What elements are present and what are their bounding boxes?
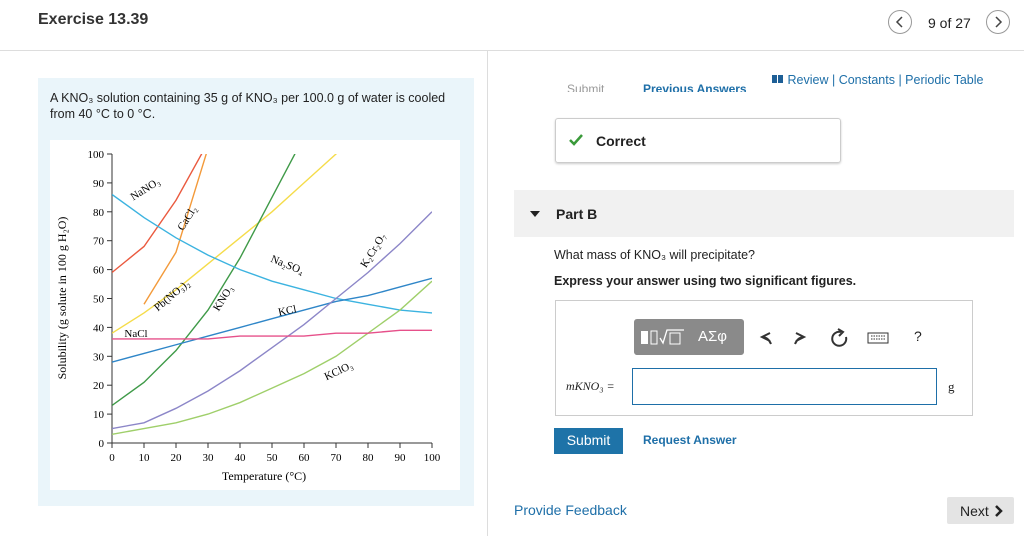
part-header[interactable]: Part B xyxy=(514,190,1014,237)
correct-box: Correct xyxy=(555,118,841,163)
y-tick-label: 30 xyxy=(93,351,105,363)
links: Review | Constants | Periodic Table xyxy=(772,73,983,87)
x-tick-label: 30 xyxy=(203,452,215,464)
toolbar-icons xyxy=(759,328,889,347)
divider xyxy=(0,50,1024,51)
clipped-previous: Previous Answers xyxy=(643,82,747,92)
answer-input[interactable] xyxy=(632,368,937,405)
curve-label: K₂Cr₂O₇ xyxy=(358,231,389,270)
question: What mass of KNO₃ will precipitate? xyxy=(554,248,755,262)
icon xyxy=(995,16,1003,28)
clipped-submit: Submit xyxy=(567,82,605,92)
curve-label: NaNO₃ xyxy=(128,176,162,204)
unit: g xyxy=(948,379,955,394)
answer-box: ΑΣφ ? mKNO₃ = g xyxy=(555,300,973,416)
curve xyxy=(112,193,432,314)
y-tick-label: 90 xyxy=(93,178,105,190)
x-tick-label: 70 xyxy=(331,452,343,464)
curve xyxy=(112,154,203,274)
caret xyxy=(530,211,540,217)
template-icon[interactable] xyxy=(640,328,686,348)
curve xyxy=(112,277,432,363)
greek-button[interactable]: ΑΣφ xyxy=(698,328,728,345)
clipped-row: Submit Previous Answers xyxy=(555,80,855,92)
x-tick-label: 0 xyxy=(109,452,115,464)
y-tick-label: 10 xyxy=(93,409,105,421)
y-tick-label: 70 xyxy=(93,236,105,248)
icon xyxy=(995,505,1003,517)
icon xyxy=(895,16,903,28)
curve xyxy=(112,154,338,334)
icon xyxy=(772,75,783,83)
part-title: Part B xyxy=(556,206,598,222)
curve-label: Na₂SO₄ xyxy=(269,253,306,277)
chart-area: Temperature (°C) Solubility (g solute in… xyxy=(50,140,460,490)
provide-feedback[interactable]: Provide Feedback xyxy=(514,502,627,518)
y-tick-label: 100 xyxy=(88,149,105,161)
y-tick-label: 80 xyxy=(93,207,105,219)
next-button[interactable]: Next xyxy=(947,497,1014,524)
y-tick-label: 40 xyxy=(93,322,105,334)
x-axis-label: Temperature (°C) xyxy=(222,469,306,483)
request-answer[interactable]: Request Answer xyxy=(643,433,737,447)
next-text: Next xyxy=(960,503,989,519)
curve-label: KClO₃ xyxy=(323,359,356,383)
problem-panel: A KNO₃ solution containing 35 g of KNO₃ … xyxy=(38,78,474,506)
curve xyxy=(112,329,432,340)
x-tick-label: 10 xyxy=(139,452,151,464)
link[interactable]: Review xyxy=(787,73,829,87)
correct-text: Correct xyxy=(596,133,646,149)
problem-text: A KNO₃ solution containing 35 g of KNO₃ … xyxy=(50,91,446,121)
y-tick-label: 0 xyxy=(99,438,105,450)
exercise-title: Exercise 13.39 xyxy=(38,11,149,28)
x-tick-label: 90 xyxy=(395,452,407,464)
link[interactable]: Periodic Table xyxy=(905,73,984,87)
next-page-button[interactable] xyxy=(986,10,1010,34)
toolbar-group: ΑΣφ xyxy=(634,319,744,355)
curve xyxy=(112,154,296,406)
input-label: mKNO₃ = xyxy=(566,379,615,393)
curve xyxy=(112,211,432,430)
curve-label: KCl xyxy=(277,303,297,319)
x-tick-label: 100 xyxy=(424,452,441,464)
y-tick-label: 50 xyxy=(93,294,105,306)
check-icon xyxy=(569,134,583,146)
x-tick-label: 50 xyxy=(267,452,279,464)
instruction: Express your answer using two significan… xyxy=(554,274,857,288)
x-tick-label: 80 xyxy=(363,452,375,464)
link[interactable]: Constants xyxy=(838,73,895,87)
y-axis-label: Solubility (g solute in 100 g H₂O) xyxy=(55,217,69,380)
x-tick-label: 20 xyxy=(171,452,183,464)
curve xyxy=(112,280,432,436)
y-tick-label: 60 xyxy=(93,265,105,277)
curve xyxy=(143,154,207,305)
curve-label: NaCl xyxy=(124,328,147,340)
pagination: 9 of 27 xyxy=(928,15,971,31)
curve-label: CaCl₂ xyxy=(175,204,199,233)
y-tick-label: 20 xyxy=(93,380,105,392)
help-button[interactable]: ? xyxy=(914,328,922,344)
curves xyxy=(112,154,432,436)
chart: Temperature (°C) Solubility (g solute in… xyxy=(55,149,441,483)
x-tick-label: 40 xyxy=(235,452,247,464)
prev-button[interactable] xyxy=(888,10,912,34)
x-tick-label: 60 xyxy=(299,452,311,464)
submit-button[interactable]: Submit xyxy=(554,428,623,454)
divider xyxy=(487,51,488,536)
